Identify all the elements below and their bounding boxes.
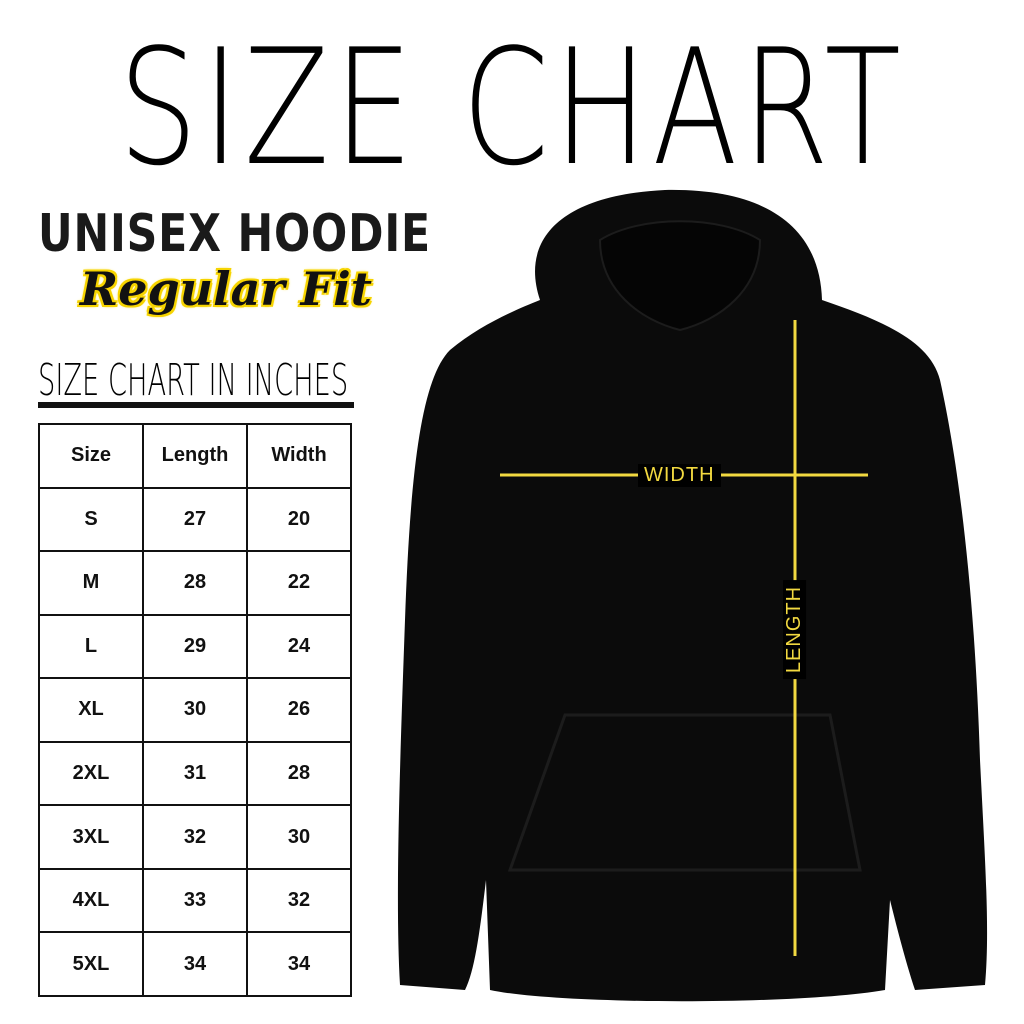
table-subtitle: SIZE CHART IN INCHES [38,355,349,406]
cell-size: 3XL [38,804,144,870]
cell-size: 5XL [38,931,144,997]
hoodie-hood-opening [598,220,762,332]
cell-size: 4XL [38,867,144,934]
cell-size: 2XL [38,740,144,807]
page-title: SIZE CHART [118,14,906,201]
cell-size: S [38,486,144,553]
product-name: UNISEX HOODIE [38,204,431,264]
cell-width: 24 [246,613,352,680]
cell-length: 27 [142,486,248,553]
fit-type: Regular Fit [80,262,373,316]
table-row: L 29 24 [38,613,352,680]
cell-width: 30 [246,804,352,870]
cell-width: 20 [246,486,352,553]
cell-length: 28 [142,550,248,616]
table-row: S 27 20 [38,486,352,553]
cell-width: 34 [246,931,352,997]
length-label: LENGTH [783,579,807,680]
cell-width: 22 [246,550,352,616]
table-row: XL 30 26 [38,677,352,743]
cell-length: 34 [142,931,248,997]
header-width: Width [246,423,352,489]
header-size: Size [38,423,144,489]
size-table: Size Length Width S 27 20 M 28 22 L 29 24 XL 30 26 2… [38,423,352,997]
table-header-row: Size Length Width [38,423,352,489]
cell-length: 30 [142,677,248,743]
header-length: Length [142,423,248,489]
cell-size: L [38,613,144,680]
cell-width: 26 [246,677,352,743]
cell-length: 29 [142,613,248,680]
subtitle-underline [38,402,354,408]
cell-width: 32 [246,867,352,934]
width-label: WIDTH [638,464,721,487]
cell-length: 32 [142,804,248,870]
cell-width: 28 [246,740,352,807]
cell-size: M [38,550,144,616]
table-row: 4XL 33 32 [38,867,352,934]
table-row: 5XL 34 34 [38,931,352,997]
table-row: M 28 22 [38,550,352,616]
cell-length: 31 [142,740,248,807]
cell-size: XL [38,677,144,743]
table-row: 3XL 32 30 [38,804,352,870]
hoodie-pocket [507,713,862,872]
hoodie-body [397,189,988,1002]
table-row: 2XL 31 28 [38,740,352,807]
cell-length: 33 [142,867,248,934]
